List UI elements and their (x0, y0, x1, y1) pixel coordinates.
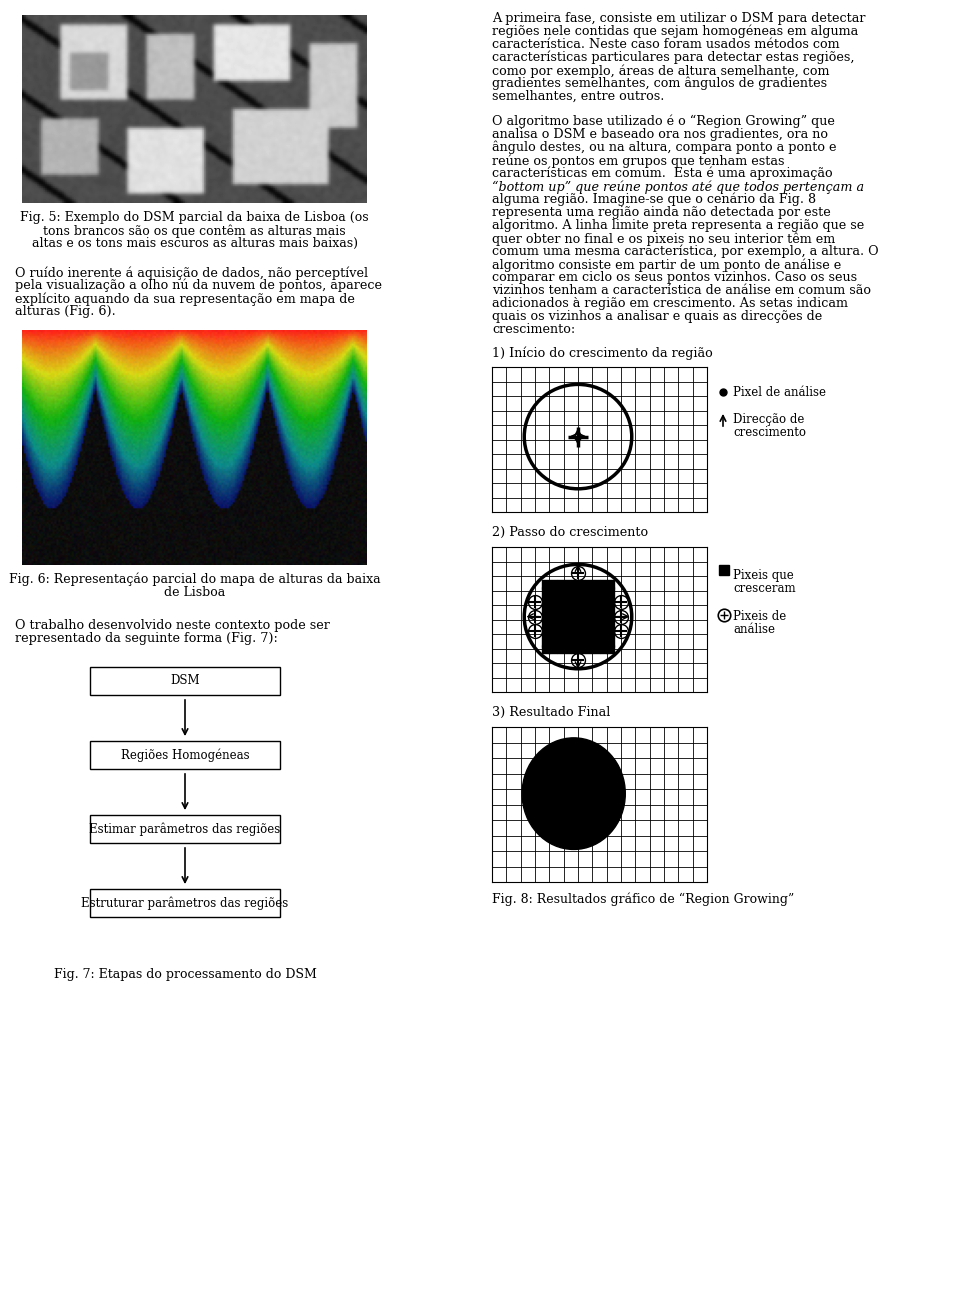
Text: gradientes semelhantes, com ângulos de gradientes: gradientes semelhantes, com ângulos de g… (492, 77, 828, 90)
Bar (599, 610, 613, 624)
Text: de Lisboa: de Lisboa (164, 586, 226, 600)
Bar (599, 639, 613, 653)
Ellipse shape (522, 738, 625, 850)
Text: características particulares para detectar estas regiões,: características particulares para detect… (492, 51, 854, 64)
Text: como por exemplo, áreas de altura semelhante, com: como por exemplo, áreas de altura semelh… (492, 64, 829, 77)
Text: representado da seguinte forma (Fig. 7):: representado da seguinte forma (Fig. 7): (15, 632, 277, 645)
Bar (571, 580, 586, 594)
Bar (586, 639, 599, 653)
Text: vizinhos tenham a característica de análise em comum são: vizinhos tenham a característica de anál… (492, 284, 871, 297)
Bar (571, 639, 586, 653)
Text: alturas (Fig. 6).: alturas (Fig. 6). (15, 305, 116, 318)
Bar (557, 594, 571, 610)
Text: comum uma mesma característica, por exemplo, a altura. O: comum uma mesma característica, por exem… (492, 245, 878, 258)
Bar (542, 580, 557, 594)
Bar (557, 580, 571, 594)
Bar (571, 594, 586, 610)
Text: altas e os tons mais escuros as alturas mais baixas): altas e os tons mais escuros as alturas … (32, 237, 357, 250)
Text: característica. Neste caso foram usados métodos com: característica. Neste caso foram usados … (492, 38, 840, 51)
Bar (719, 565, 729, 575)
Bar (542, 639, 557, 653)
Bar (586, 594, 599, 610)
Text: análise: análise (733, 623, 775, 636)
Bar (557, 639, 571, 653)
Text: O trabalho desenvolvido neste contexto pode ser: O trabalho desenvolvido neste contexto p… (15, 619, 330, 632)
Bar (90, 668, 280, 695)
Text: Fig. 5: Exemplo do DSM parcial da baixa de Lisboa (os: Fig. 5: Exemplo do DSM parcial da baixa … (20, 211, 369, 224)
Text: Pixel de análise: Pixel de análise (733, 385, 826, 398)
Text: características em comum.  Esta é uma aproximação: características em comum. Esta é uma apr… (492, 168, 832, 181)
Bar (586, 610, 599, 624)
Text: alguma região. Imagine-se que o cenário da Fig. 8: alguma região. Imagine-se que o cenário … (492, 192, 816, 207)
Text: tons brancos são os que contêm as alturas mais: tons brancos são os que contêm as altura… (43, 224, 346, 237)
Text: Estimar parâmetros das regiões: Estimar parâmetros das regiões (89, 822, 280, 835)
Text: Direcção de: Direcção de (733, 412, 804, 425)
Text: 2) Passo do crescimento: 2) Passo do crescimento (492, 526, 648, 539)
Bar (542, 610, 557, 624)
Text: cresceram: cresceram (733, 583, 796, 596)
Bar (90, 741, 280, 768)
Text: quer obter no final e os pixeis no seu interior têm em: quer obter no final e os pixeis no seu i… (492, 232, 835, 246)
Text: pela visualização a olho nú da nuvem de pontos, aparece: pela visualização a olho nú da nuvem de … (15, 279, 382, 292)
Text: regiões nele contidas que sejam homogéneas em alguma: regiões nele contidas que sejam homogéne… (492, 25, 858, 38)
Text: crescimento: crescimento (733, 427, 806, 440)
Text: O ruído inerente á aquisição de dados, não perceptível: O ruído inerente á aquisição de dados, n… (15, 266, 368, 280)
Text: Fig. 7: Etapas do processamento do DSM: Fig. 7: Etapas do processamento do DSM (54, 967, 317, 980)
Bar (542, 594, 557, 610)
Bar (542, 624, 557, 639)
Text: Regiões Homogéneas: Regiões Homogéneas (121, 749, 250, 762)
Bar (557, 610, 571, 624)
Text: reúne os pontos em grupos que tenham estas: reúne os pontos em grupos que tenham est… (492, 154, 784, 168)
Bar (586, 624, 599, 639)
Bar (571, 624, 586, 639)
Text: representa uma região ainda não detectada por este: representa uma região ainda não detectad… (492, 206, 830, 219)
Text: O algoritmo base utilizado é o “Region Growing” que: O algoritmo base utilizado é o “Region G… (492, 115, 835, 128)
Text: semelhantes, entre outros.: semelhantes, entre outros. (492, 90, 664, 103)
Text: Estruturar parâmetros das regiões: Estruturar parâmetros das regiões (82, 897, 289, 910)
Bar (599, 580, 613, 594)
Text: A primeira fase, consiste em utilizar o DSM para detectar: A primeira fase, consiste em utilizar o … (492, 12, 866, 25)
Text: 3) Resultado Final: 3) Resultado Final (492, 706, 611, 719)
Text: Pixeis que: Pixeis que (733, 569, 794, 583)
Text: explícito aquando da sua representação em mapa de: explícito aquando da sua representação e… (15, 292, 355, 305)
Text: DSM: DSM (170, 674, 200, 687)
Bar (586, 580, 599, 594)
Text: algoritmo consiste em partir de um ponto de análise e: algoritmo consiste em partir de um ponto… (492, 258, 841, 271)
Text: comparar em ciclo os seus pontos vizinhos. Caso os seus: comparar em ciclo os seus pontos vizinho… (492, 271, 857, 284)
Bar (90, 816, 280, 843)
Bar (599, 624, 613, 639)
Text: “bottom up” que reúne pontos até que todos pertençam a: “bottom up” que reúne pontos até que tod… (492, 181, 864, 194)
Text: 1) Início do crescimento da região: 1) Início do crescimento da região (492, 346, 712, 360)
Text: ângulo destes, ou na altura, compara ponto a ponto e: ângulo destes, ou na altura, compara pon… (492, 141, 836, 154)
Bar (599, 594, 613, 610)
Text: adicionados à região em crescimento. As setas indicam: adicionados à região em crescimento. As … (492, 297, 848, 310)
Text: Fig. 8: Resultados gráfico de “Region Growing”: Fig. 8: Resultados gráfico de “Region Gr… (492, 891, 794, 906)
Text: analisa o DSM e baseado ora nos gradientes, ora no: analisa o DSM e baseado ora nos gradient… (492, 128, 828, 141)
Text: Pixeis de: Pixeis de (733, 610, 786, 623)
Bar (90, 889, 280, 918)
Bar (571, 610, 586, 624)
Text: crescimento:: crescimento: (492, 323, 575, 336)
Bar (557, 624, 571, 639)
Text: Fig. 6: Representaçáo parcial do mapa de alturas da baixa: Fig. 6: Representaçáo parcial do mapa de… (9, 573, 380, 586)
Text: algoritmo. A linha limite preta representa a região que se: algoritmo. A linha limite preta represen… (492, 219, 864, 232)
Text: quais os vizinhos a analisar e quais as direcções de: quais os vizinhos a analisar e quais as … (492, 310, 823, 323)
